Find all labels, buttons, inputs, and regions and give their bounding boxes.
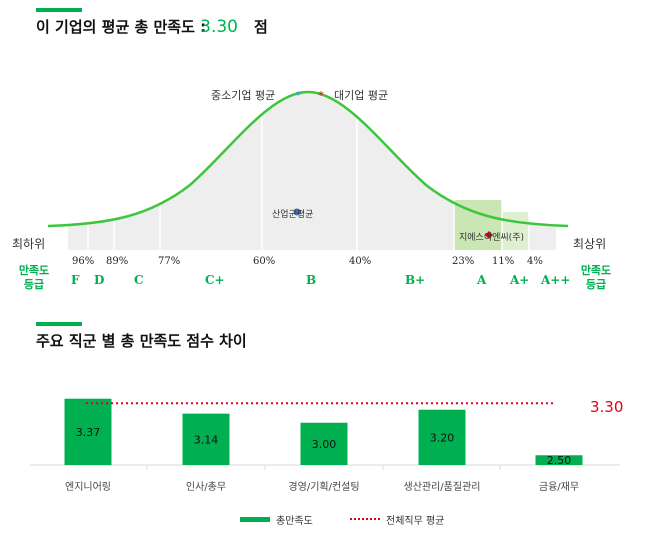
industry-avg-marker — [293, 208, 301, 216]
company-label: 지에스이엔씨(주) — [459, 233, 524, 243]
left-end-label: 최하위 — [12, 237, 46, 251]
band-highlight-a — [454, 200, 502, 250]
percentile-label-1: 96% — [72, 256, 95, 267]
percentile-label-3: 77% — [158, 256, 181, 267]
grade-a-plus: A+ — [510, 273, 530, 287]
bar-value-label-3: 3.00 — [312, 438, 337, 451]
bar-value-label-1: 3.37 — [76, 426, 101, 439]
job-group-bar-chart: 3.37 엔지니어링 3.14 인사/총무 3.00 경영/기획/컨설팅 3.20 생산관리/… — [30, 398, 620, 493]
bar-value-label-5: 2.50 — [547, 454, 572, 467]
category-label-2: 인사/총무 — [186, 481, 226, 493]
sme-avg-asterisk: * — [295, 89, 301, 102]
grade-d: D — [94, 273, 105, 287]
percentile-label-2: 89% — [106, 256, 129, 267]
percentile-label-6: 23% — [452, 256, 475, 267]
section1-title-text: 이 기업의 평균 총 만족도 : — [36, 18, 207, 36]
percentile-label-4: 60% — [253, 256, 276, 267]
bar-value-label-2: 3.14 — [194, 433, 219, 446]
category-label-1: 엔지니어링 — [65, 481, 111, 493]
percentile-label-7: 11% — [492, 256, 515, 267]
left-grade-title: 만족도 등급 — [18, 264, 50, 291]
bar-1 — [64, 398, 112, 465]
category-label-5: 금융/재무 — [539, 481, 579, 493]
bar-3 — [300, 422, 348, 465]
section1-title: 이 기업의 평균 총 만족도 :3.30 점 — [36, 16, 268, 37]
category-label-3: 경영/기획/컨설팅 — [288, 480, 359, 493]
grade-c-plus: C+ — [205, 273, 225, 287]
bar-2 — [182, 413, 230, 465]
bar-5 — [535, 455, 583, 465]
band-highlight-a-plus — [502, 212, 529, 250]
bar-4 — [418, 409, 466, 465]
percentile-label-8: 4% — [527, 256, 543, 267]
grade-f: F — [71, 273, 80, 287]
score-unit: 점 — [253, 18, 268, 36]
legend-line-swatch — [350, 518, 380, 520]
bar-value-label-4: 3.20 — [430, 431, 455, 444]
legend-bar-label: 총만족도 — [276, 516, 313, 527]
legend-line-label: 전체직무 평균 — [386, 516, 445, 527]
large-avg-asterisk: * — [318, 89, 324, 102]
grade-b-plus: B+ — [405, 273, 426, 287]
grade-a: A — [477, 273, 487, 287]
curve-fill-area — [68, 92, 556, 250]
section2-title: 주요 직군 별 총 만족도 점수 차이 — [36, 332, 247, 350]
right-end-label: 최상위 — [573, 237, 607, 251]
legend-bar-swatch — [240, 517, 270, 522]
section2-accent-bar — [36, 322, 82, 326]
grade-c: C — [134, 273, 144, 287]
grade-b: B — [306, 273, 317, 287]
average-score: 3.30 — [200, 17, 238, 37]
category-label-4: 생산관리/품질관리 — [404, 481, 481, 493]
company-marker — [485, 231, 493, 239]
legend-sme-label: 중소기업 평균 — [211, 89, 276, 102]
percentile-label-5: 40% — [349, 256, 372, 267]
right-grade-title: 만족도 등급 — [580, 264, 612, 291]
legend-large-label: 대기업 평균 — [334, 89, 389, 102]
section1-accent-bar — [36, 8, 82, 12]
distribution-curve-chart: * * — [47, 89, 569, 250]
industry-avg-label: 산업군평균 — [272, 210, 314, 220]
grade-a-plus-plus: A++ — [541, 273, 571, 287]
normal-curve-line — [47, 90, 569, 228]
reference-value-label: 3.30 — [590, 398, 624, 416]
